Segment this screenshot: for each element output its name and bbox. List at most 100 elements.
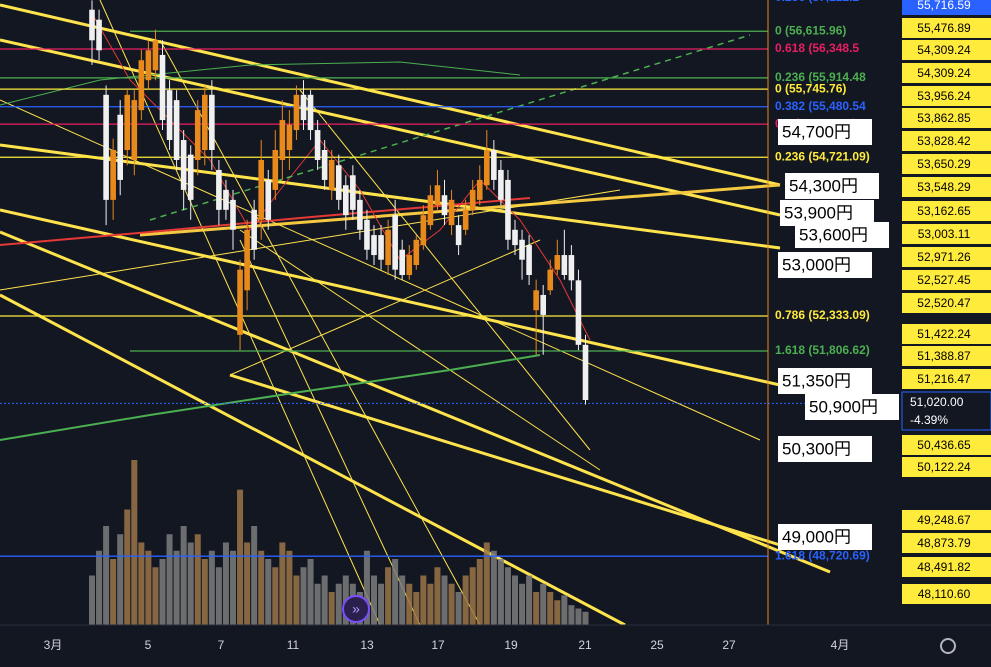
yen-box bbox=[778, 119, 872, 145]
volume-bar bbox=[406, 583, 413, 625]
price-tag bbox=[902, 457, 991, 477]
price-tag bbox=[902, 270, 991, 290]
candle-body bbox=[519, 239, 525, 260]
settings-button[interactable] bbox=[940, 638, 956, 654]
price-tag bbox=[902, 510, 991, 530]
price-label: 53,956.24 bbox=[917, 89, 971, 103]
candle-body bbox=[237, 269, 243, 335]
price-tag bbox=[902, 177, 991, 197]
volume-bar bbox=[540, 583, 547, 625]
candle-body bbox=[568, 255, 575, 281]
price-label: 55,716.59 bbox=[917, 0, 971, 12]
yen-box bbox=[780, 200, 874, 226]
candle-body bbox=[526, 245, 532, 275]
candle-body bbox=[505, 179, 511, 240]
volume-bar bbox=[533, 592, 540, 625]
yen-box bbox=[805, 394, 899, 420]
price-label: 53,828.42 bbox=[917, 134, 971, 148]
volume-bar bbox=[378, 583, 385, 625]
volume-bar bbox=[215, 567, 222, 625]
candle-body bbox=[357, 199, 363, 230]
yen-labels: 54,700円 54,300円 53,900円 53,600円 53,000円 51,35… bbox=[778, 119, 899, 550]
volume-bar bbox=[279, 542, 286, 625]
x-tick-label: 7 bbox=[218, 638, 225, 652]
x-tick-label: 17 bbox=[431, 638, 445, 652]
x-tick-label: 11 bbox=[287, 638, 300, 652]
candle-body bbox=[209, 94, 215, 150]
x-tick-label: 13 bbox=[360, 638, 374, 652]
volume-bar bbox=[434, 567, 441, 625]
candle-body bbox=[89, 9, 95, 41]
moving-average bbox=[0, 354, 541, 441]
x-tick-label: 21 bbox=[578, 638, 592, 652]
yen-label: 51,350円 bbox=[782, 371, 851, 390]
price-label: 48,491.82 bbox=[917, 560, 971, 574]
volume-bar bbox=[208, 550, 215, 625]
x-tick-label: 27 bbox=[722, 638, 736, 652]
volume-bar bbox=[286, 550, 293, 625]
candles bbox=[89, 0, 589, 405]
volume-bar bbox=[385, 567, 392, 625]
volume-bar bbox=[441, 575, 448, 625]
level-label: 0.382 (55,480.54 bbox=[775, 99, 866, 113]
candle-body bbox=[194, 110, 201, 160]
candle-body bbox=[110, 150, 116, 200]
candle-body bbox=[152, 40, 159, 71]
volume-bar bbox=[582, 611, 589, 625]
candle-body bbox=[427, 195, 434, 226]
price-label: 53,003.11 bbox=[918, 227, 971, 241]
volume-bar bbox=[159, 559, 166, 625]
level-label: 0.236 (55,914.48 bbox=[775, 70, 866, 84]
yen-box bbox=[778, 368, 872, 394]
yen-label: 53,900円 bbox=[784, 203, 853, 222]
price-tag bbox=[902, 435, 991, 455]
candle-body bbox=[582, 344, 589, 400]
candle-body bbox=[223, 189, 229, 210]
replay-button[interactable] bbox=[342, 595, 370, 623]
level-label: 0.786 (52,333.09) bbox=[775, 308, 870, 322]
volume-bar bbox=[512, 575, 518, 625]
volume-bar bbox=[293, 575, 300, 625]
volume bbox=[89, 460, 589, 625]
yen-box bbox=[778, 252, 872, 278]
price-tag bbox=[902, 154, 991, 174]
candle-body bbox=[103, 94, 109, 200]
price-label: 52,520.47 bbox=[917, 296, 971, 310]
volume-bar bbox=[237, 489, 244, 625]
price-tag bbox=[902, 201, 991, 221]
level-label: 1.618 (51,806.62) bbox=[775, 343, 870, 357]
candle-body bbox=[378, 235, 384, 260]
x-tick-label: 19 bbox=[504, 638, 518, 652]
volume-bar bbox=[392, 559, 399, 625]
price-label: 54,309.24 bbox=[917, 66, 971, 80]
candle-body bbox=[230, 199, 236, 230]
price-tag bbox=[902, 557, 991, 577]
price-labels: 55,716.59 55,476.89 54,309.24 54,309.24 53,9… bbox=[901, 0, 991, 604]
level-label: 0.618 (56,348.5 bbox=[775, 41, 859, 55]
candle-body bbox=[343, 185, 349, 216]
time-axis bbox=[0, 625, 991, 667]
volume-bar bbox=[363, 550, 370, 625]
candle-body bbox=[434, 185, 441, 206]
candle-body bbox=[484, 150, 490, 186]
candle-body bbox=[385, 229, 391, 266]
price-label: 54,309.24 bbox=[917, 43, 971, 57]
candle-body bbox=[462, 209, 469, 230]
level-label: 0 (56,615.96) bbox=[775, 23, 846, 37]
price-tag bbox=[902, 131, 991, 151]
candle-body bbox=[476, 179, 483, 200]
volume-bar bbox=[117, 534, 124, 625]
volume-bar bbox=[413, 592, 420, 625]
volume-bar bbox=[469, 567, 476, 625]
price-label: 52,971.26 bbox=[917, 250, 971, 264]
candle-body bbox=[117, 114, 123, 180]
candle-body bbox=[166, 90, 173, 141]
volume-bar bbox=[201, 559, 208, 625]
candle-body bbox=[96, 19, 102, 51]
volume-bar bbox=[335, 583, 342, 625]
price-label: 52,527.45 bbox=[917, 273, 971, 287]
volume-bar bbox=[180, 526, 187, 625]
volume-bar bbox=[399, 575, 406, 625]
volume-bar bbox=[166, 534, 173, 625]
candle-body bbox=[491, 150, 497, 180]
